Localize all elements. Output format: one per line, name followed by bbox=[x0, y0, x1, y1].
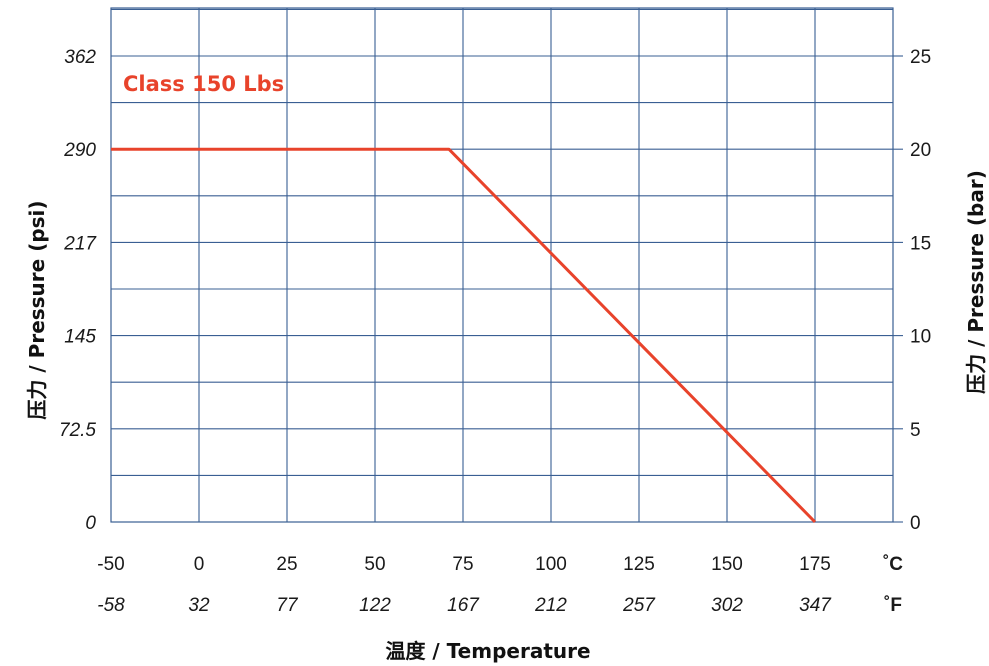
x-tick-label-fahrenheit: 167 bbox=[447, 595, 480, 616]
tick-labels: -50-580322577501227516710021212525715030… bbox=[59, 47, 931, 616]
y-tick-label-psi: 362 bbox=[64, 47, 96, 68]
x-tick-label-fahrenheit: 347 bbox=[799, 595, 832, 616]
x-tick-label-celsius: 0 bbox=[194, 554, 205, 575]
x-unit-celsius: ˚C bbox=[883, 554, 903, 575]
x-tick-label-celsius: 25 bbox=[276, 554, 297, 575]
series-line bbox=[111, 147, 817, 524]
y-tick-label-psi: 72.5 bbox=[59, 420, 96, 441]
x-tick-label-celsius: 100 bbox=[535, 554, 567, 575]
x-tick-label-fahrenheit: 257 bbox=[622, 595, 656, 616]
y-axis-title-right: 压力 / Pressure (bar) bbox=[964, 170, 988, 394]
grid bbox=[111, 8, 893, 522]
x-axis-title: 温度 / Temperature bbox=[385, 639, 590, 663]
y-axis-title-left: 压力 / Pressure (psi) bbox=[25, 200, 49, 419]
x-tick-label-celsius: 50 bbox=[364, 554, 385, 575]
plot-frame bbox=[110, 7, 894, 523]
x-tick-label-celsius: 175 bbox=[799, 554, 831, 575]
y-tick-label-psi: 0 bbox=[85, 513, 96, 534]
series-label: Class 150 Lbs bbox=[123, 72, 284, 96]
y-tick-label-bar: 5 bbox=[910, 420, 921, 441]
x-tick-label-celsius: 75 bbox=[452, 554, 473, 575]
x-tick-label-fahrenheit: 212 bbox=[534, 595, 567, 616]
series-marks bbox=[111, 147, 817, 524]
y-tick-label-bar: 25 bbox=[910, 47, 931, 68]
x-tick-label-fahrenheit: 32 bbox=[188, 595, 210, 616]
x-tick-label-celsius: 150 bbox=[711, 554, 743, 575]
y-tick-label-bar: 15 bbox=[910, 233, 931, 254]
y-tick-label-bar: 10 bbox=[910, 327, 931, 348]
x-tick-label-fahrenheit: 122 bbox=[359, 595, 391, 616]
y-tick-label-bar: 20 bbox=[910, 140, 931, 161]
x-tick-label-celsius: -50 bbox=[97, 554, 124, 575]
y-tick-label-bar: 0 bbox=[910, 513, 921, 534]
y-tick-label-psi: 145 bbox=[64, 327, 96, 348]
x-tick-label-fahrenheit: -58 bbox=[97, 595, 125, 616]
y-tick-label-psi: 290 bbox=[63, 140, 96, 161]
x-tick-label-fahrenheit: 302 bbox=[711, 595, 743, 616]
x-unit-fahrenheit: ˚F bbox=[884, 595, 902, 616]
y-tick-label-psi: 217 bbox=[63, 233, 97, 254]
x-tick-label-celsius: 125 bbox=[623, 554, 655, 575]
x-tick-label-fahrenheit: 77 bbox=[276, 595, 299, 616]
